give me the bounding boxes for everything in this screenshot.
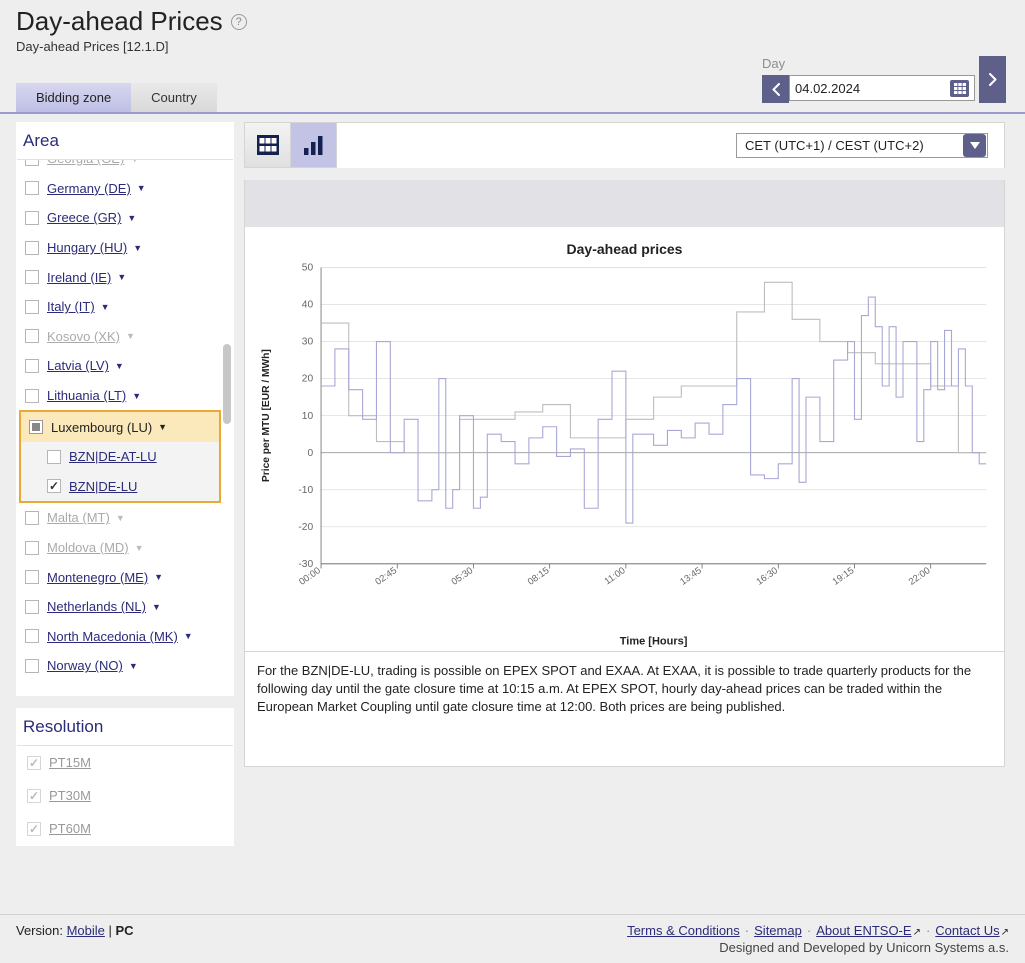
svg-text:40: 40 <box>302 300 314 311</box>
svg-text:08:15: 08:15 <box>525 564 551 587</box>
svg-text:10: 10 <box>302 411 314 422</box>
svg-text:13:45: 13:45 <box>678 564 704 587</box>
svg-text:19:15: 19:15 <box>830 564 856 587</box>
svg-text:22:00: 22:00 <box>906 564 932 587</box>
svg-text:05:30: 05:30 <box>449 564 475 587</box>
svg-text:-20: -20 <box>298 522 313 533</box>
svg-text:02:45: 02:45 <box>373 564 399 587</box>
svg-text:50: 50 <box>302 263 314 274</box>
svg-text:20: 20 <box>302 374 314 385</box>
svg-text:Time [Hours]: Time [Hours] <box>620 636 688 648</box>
svg-text:16:30: 16:30 <box>754 564 780 587</box>
svg-text:30: 30 <box>302 337 314 348</box>
svg-text:0: 0 <box>307 448 313 459</box>
svg-text:Price per MTU [EUR / MWh]: Price per MTU [EUR / MWh] <box>261 349 272 482</box>
svg-text:11:00: 11:00 <box>602 564 627 586</box>
svg-text:-10: -10 <box>298 485 313 496</box>
